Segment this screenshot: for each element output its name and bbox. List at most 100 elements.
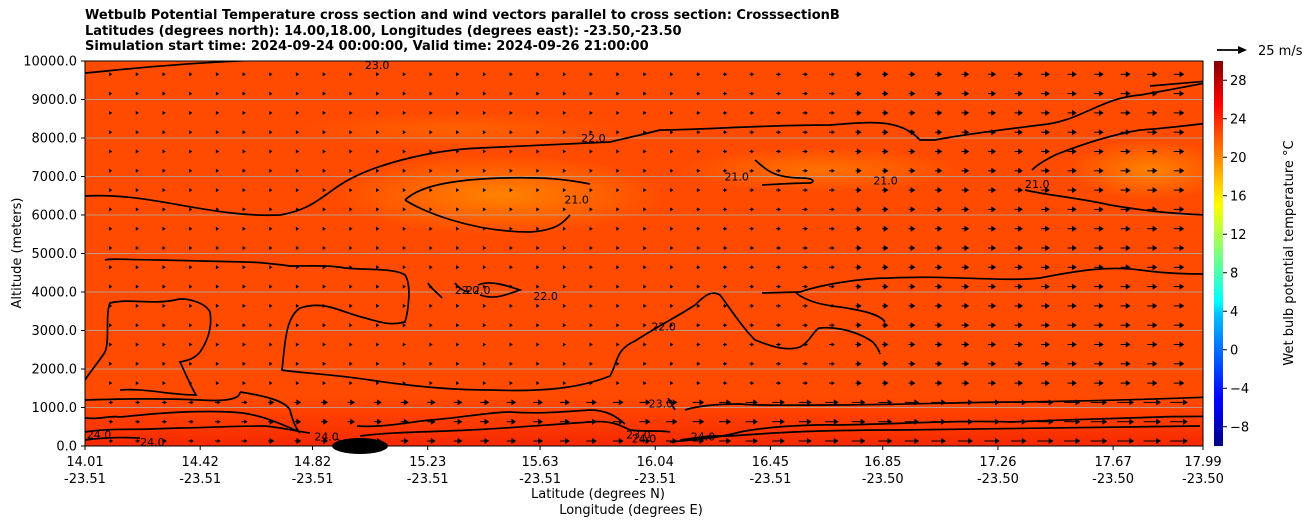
wind-vector-head	[217, 419, 221, 424]
wind-vector-head	[456, 323, 460, 328]
wind-vector-head	[509, 381, 513, 386]
wind-vector-head	[937, 380, 943, 387]
wind-vector-head	[430, 438, 436, 444]
wind-vector-head	[1098, 245, 1104, 251]
wind-vector-head	[937, 148, 943, 155]
wind-vector-head	[780, 399, 785, 406]
wind-vector-head	[643, 284, 647, 289]
wind-vector-head	[135, 207, 139, 212]
wind-vector-head	[697, 130, 701, 135]
contour-label: 24.0	[140, 436, 165, 449]
y-tick-label: 5000.0	[32, 247, 78, 262]
x-tick-label-longitude: -23.51	[407, 472, 449, 487]
wind-vector-head	[804, 265, 808, 270]
wind-vector-head	[349, 130, 353, 135]
y-tick-label: 8000.0	[32, 132, 78, 147]
wind-vector-head	[1098, 109, 1104, 116]
wind-vector-head	[1125, 322, 1131, 329]
wind-vector-head	[269, 265, 273, 270]
wind-vector-head	[322, 72, 326, 77]
wind-vector-head	[269, 130, 273, 135]
wind-vector-head	[402, 149, 406, 154]
wind-vector-head	[1075, 438, 1081, 444]
wind-vector-head	[482, 284, 487, 289]
wind-vector-head	[616, 303, 620, 308]
wind-vector-head	[429, 226, 433, 231]
wind-vector-head	[860, 399, 866, 406]
wind-vector-head	[777, 130, 781, 135]
wind-vector-head	[1098, 206, 1104, 213]
x-tick-label-latitude: 16.85	[864, 455, 901, 470]
wind-vector-head	[1072, 264, 1077, 271]
wind-vector-head	[162, 226, 166, 231]
wind-vector-head	[269, 361, 273, 366]
wind-vector-head	[883, 264, 889, 271]
wind-vector-head	[937, 264, 943, 271]
contour-line	[85, 410, 301, 433]
x-axis-label-latitude: Latitude (degrees N)	[531, 487, 665, 502]
x-tick-label-latitude: 16.45	[752, 455, 789, 470]
wind-vector-head	[349, 303, 353, 308]
wind-vector-head	[856, 71, 862, 78]
y-axis-label: Altitude (meters)	[10, 198, 25, 309]
wind-vector-head	[322, 149, 326, 154]
wind-vector-head	[457, 418, 463, 425]
wind-vector-head	[724, 381, 728, 386]
wind-vector-head	[484, 399, 490, 406]
wind-vector-head	[322, 91, 326, 96]
colorbar-tick-label: −8	[1230, 420, 1249, 435]
wind-vector-head	[135, 130, 139, 135]
y-tick-label: 7000.0	[32, 170, 78, 185]
wind-vector-head	[753, 399, 758, 406]
wind-vector-head	[162, 323, 166, 328]
contour-label: 22.0	[581, 132, 606, 145]
wind-vector-head	[910, 245, 916, 251]
wind-vector-head	[509, 342, 513, 347]
wind-vector-head	[402, 323, 406, 328]
wind-vector-head	[833, 438, 839, 444]
wind-vector-head	[189, 342, 193, 347]
wind-vector-head	[1045, 71, 1050, 78]
wind-vector-head	[242, 188, 246, 193]
wind-vector-head	[190, 400, 194, 405]
wind-vector-head	[883, 302, 889, 309]
wind-vector-head	[215, 226, 220, 231]
wind-vector-head	[670, 265, 674, 270]
wind-vector-head	[643, 303, 647, 308]
wind-vector-head	[135, 168, 139, 173]
wind-vector-head	[910, 167, 916, 174]
wind-vector-head	[1018, 109, 1023, 116]
wind-vector-head	[1102, 438, 1108, 444]
wind-vector-head	[697, 265, 701, 270]
wind-vector-head	[215, 246, 220, 250]
wind-vector-head	[509, 188, 513, 193]
wind-vector-head	[295, 226, 300, 231]
wind-vector-head	[376, 188, 380, 193]
contour-line	[1149, 80, 1203, 87]
wind-vector-head	[991, 322, 997, 329]
wind-vector-head	[562, 265, 567, 270]
wind-vector-head	[1179, 206, 1185, 213]
wind-vector-head	[536, 246, 540, 250]
wind-vector-head	[645, 418, 651, 425]
wind-vector-head	[1102, 418, 1108, 425]
contour-line	[85, 298, 212, 396]
wind-vector-head	[269, 207, 273, 212]
wind-vector-head	[1098, 380, 1104, 387]
wind-vector-head	[135, 284, 139, 289]
wind-vector-head	[697, 207, 701, 212]
contour-line	[404, 176, 591, 201]
wind-vector-head	[750, 110, 755, 115]
contour-label: 22.0	[651, 321, 676, 334]
wind-vector-head	[589, 110, 593, 115]
wind-vector-head	[429, 323, 433, 328]
wind-vector-head	[910, 90, 916, 97]
contour-line	[359, 420, 671, 437]
wind-vector-head	[376, 226, 380, 231]
wind-vector-head	[804, 303, 808, 308]
wind-vector-head	[831, 226, 835, 231]
wind-vector-head	[777, 207, 781, 212]
wind-vector-head	[349, 188, 353, 193]
colorbar-tick-label: 28	[1230, 74, 1247, 89]
wind-vector-head	[910, 322, 916, 329]
